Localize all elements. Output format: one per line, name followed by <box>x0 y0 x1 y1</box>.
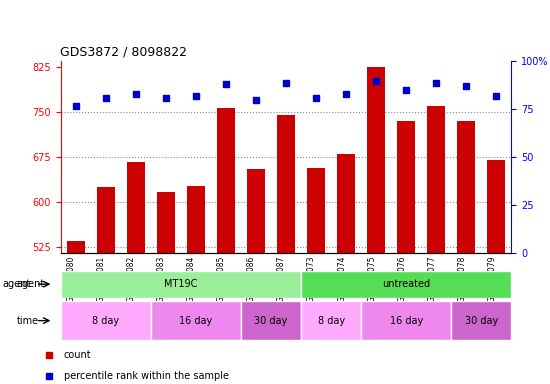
Bar <box>301 271 512 298</box>
Text: GSM579079: GSM579079 <box>487 255 497 302</box>
Bar <box>60 301 151 340</box>
Text: 16 day: 16 day <box>389 316 423 326</box>
Text: 8 day: 8 day <box>317 316 345 326</box>
Bar <box>301 301 361 340</box>
Bar <box>67 242 85 253</box>
Bar <box>187 185 205 253</box>
Text: GSM579076: GSM579076 <box>397 255 406 302</box>
Text: GSM579074: GSM579074 <box>337 255 346 302</box>
Bar <box>247 169 265 253</box>
Bar <box>241 301 301 340</box>
Bar <box>487 161 505 253</box>
Text: GSM579082: GSM579082 <box>126 255 136 301</box>
Text: GSM579078: GSM579078 <box>458 255 466 302</box>
Text: untreated: untreated <box>382 279 430 289</box>
Bar <box>277 116 295 253</box>
Text: GSM579080: GSM579080 <box>67 255 75 302</box>
Bar <box>60 271 301 298</box>
Text: 8 day: 8 day <box>92 316 119 326</box>
Bar <box>452 301 512 340</box>
Bar <box>151 301 241 340</box>
Text: 30 day: 30 day <box>254 316 288 326</box>
Text: GSM579084: GSM579084 <box>187 255 196 302</box>
Text: GSM579086: GSM579086 <box>247 255 256 302</box>
Bar <box>458 121 475 253</box>
Text: 16 day: 16 day <box>179 316 212 326</box>
Bar <box>397 121 415 253</box>
Text: MT19C: MT19C <box>164 279 197 289</box>
Text: GSM579075: GSM579075 <box>367 255 376 302</box>
Text: GSM579087: GSM579087 <box>277 255 286 302</box>
Bar <box>217 108 235 253</box>
Text: GDS3872 / 8098822: GDS3872 / 8098822 <box>60 46 188 59</box>
Bar <box>126 162 145 253</box>
Bar <box>307 168 325 253</box>
Text: time: time <box>16 316 38 326</box>
Text: agent: agent <box>3 279 31 289</box>
Text: GSM579085: GSM579085 <box>217 255 226 302</box>
Text: 30 day: 30 day <box>465 316 498 326</box>
Text: percentile rank within the sample: percentile rank within the sample <box>64 371 229 381</box>
Bar <box>367 68 385 253</box>
Text: GSM579083: GSM579083 <box>157 255 166 302</box>
Text: GSM579081: GSM579081 <box>97 255 106 301</box>
Bar <box>361 301 452 340</box>
Text: agent: agent <box>16 279 45 289</box>
Bar <box>157 192 175 253</box>
Text: GSM579077: GSM579077 <box>427 255 436 302</box>
Text: count: count <box>64 350 91 360</box>
Bar <box>427 106 446 253</box>
Text: GSM579073: GSM579073 <box>307 255 316 302</box>
Bar <box>97 187 114 253</box>
Bar <box>337 154 355 253</box>
